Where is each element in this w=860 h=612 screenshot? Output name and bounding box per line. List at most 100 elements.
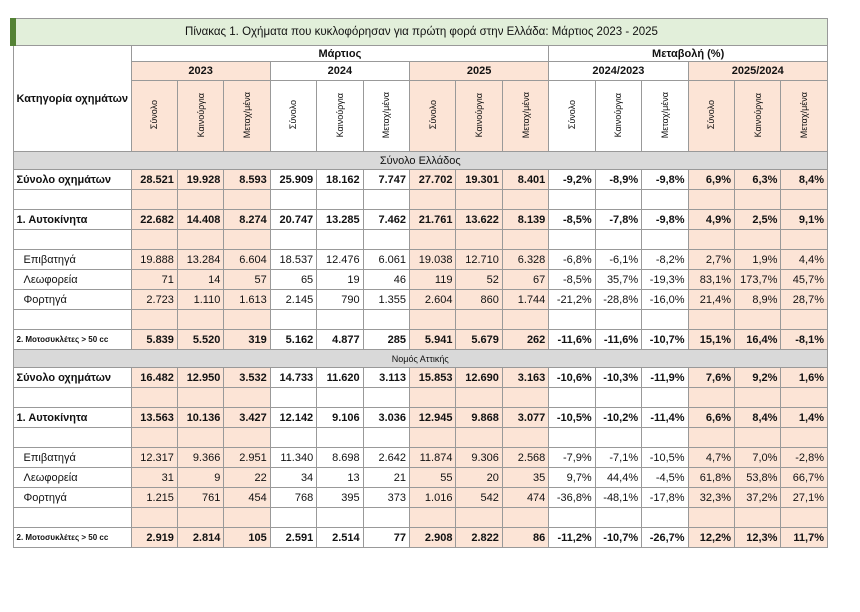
- cell: 65: [269, 269, 318, 290]
- category-header: Κατηγορία οχημάτων: [12, 45, 132, 152]
- data-row: Επιβατηγά 19.888 13.284 6.604 18.537 12.476 6.…: [12, 249, 828, 270]
- blank-cell: [176, 507, 225, 528]
- blank-row: [12, 427, 828, 448]
- cell: 761: [176, 487, 225, 508]
- cell: 67: [501, 269, 550, 290]
- cell: 12.317: [130, 447, 178, 468]
- data-row: Σύνολο οχημάτων 16.482 12.950 3.532 14.733 11…: [12, 367, 828, 388]
- cell: 3.532: [223, 367, 271, 388]
- blank-cell: [362, 309, 411, 330]
- cell: 1.110: [176, 289, 225, 310]
- row-label: Σύνολο οχημάτων: [12, 169, 132, 190]
- column-label: Μεταχ/μένα: [381, 91, 392, 139]
- cell: 25.909: [269, 169, 318, 190]
- cell: 3.163: [501, 367, 550, 388]
- blank-cell: [687, 309, 735, 330]
- blank-cell: [501, 309, 550, 330]
- cell: 2.723: [130, 289, 178, 310]
- group-header: Μεταβολή (%): [548, 45, 828, 62]
- year-header: 2024/2023: [548, 61, 689, 81]
- column-header: Σύνολο: [130, 80, 178, 152]
- row-label: Φορτηγά: [12, 289, 132, 310]
- blank-cell: [316, 309, 364, 330]
- blank-cell: [316, 387, 364, 408]
- data-row: Επιβατηγά 12.317 9.366 2.951 11.340 8.698 2.64…: [12, 447, 828, 468]
- data-row: Φορτηγά 2.723 1.110 1.613 2.145 790 1.355 2.604…: [12, 289, 828, 310]
- cell: -8,1%: [780, 329, 828, 350]
- blank-cell: [409, 427, 457, 448]
- cell: 6,6%: [687, 407, 735, 428]
- header-row: Κατηγορία οχημάτων Μάρτιος Μεταβολή (%): [12, 45, 828, 152]
- blank-cell: [733, 507, 782, 528]
- cell: 46: [362, 269, 411, 290]
- cell: 19.928: [176, 169, 225, 190]
- column-label: Μεταχ/μένα: [659, 91, 670, 139]
- cell: 45,7%: [780, 269, 828, 290]
- blank-cell: [130, 189, 178, 210]
- blank-cell: [641, 229, 689, 250]
- cell: 13.284: [176, 249, 225, 270]
- blank-row: [12, 229, 828, 250]
- cell: 2,7%: [687, 249, 735, 270]
- cell: 4,7%: [687, 447, 735, 468]
- cell: 319: [223, 329, 271, 350]
- cell: 20.747: [269, 209, 318, 230]
- blank-cell: [130, 229, 178, 250]
- blank-cell: [641, 189, 689, 210]
- blank-cell: [548, 189, 596, 210]
- cell: 9,1%: [780, 209, 828, 230]
- cell: 57: [223, 269, 271, 290]
- cell: 1.355: [362, 289, 411, 310]
- title-row: Πίνακας 1. Οχήματα που κυκλοφόρησαν για …: [10, 18, 828, 46]
- cell: 55: [409, 467, 457, 488]
- blank-cell: [223, 229, 271, 250]
- column-label: Σύνολο: [427, 100, 438, 130]
- column-label: Καινούργια: [474, 92, 485, 138]
- blank-cell: [362, 189, 411, 210]
- cell: -10,7%: [641, 329, 689, 350]
- blank-cell: [223, 507, 271, 528]
- cell: 16.482: [130, 367, 178, 388]
- cell: 2.908: [409, 527, 457, 548]
- cell: 2.604: [409, 289, 457, 310]
- cell: 15,1%: [687, 329, 735, 350]
- column-header: Μεταχ/μένα: [780, 80, 828, 152]
- data-table: Πίνακας 1. Οχήματα που κυκλοφόρησαν για …: [10, 18, 829, 548]
- cell: 6.328: [501, 249, 550, 270]
- column-header: Καινούργια: [455, 80, 503, 152]
- cell: -10,3%: [594, 367, 643, 388]
- row-label: 1. Αυτοκίνητα: [12, 209, 132, 230]
- blank-cell: [641, 387, 689, 408]
- cell: -36,8%: [548, 487, 596, 508]
- cell: 8.698: [316, 447, 364, 468]
- data-row: 1. Αυτοκίνητα 13.563 10.136 3.427 12.142 9.10…: [12, 407, 828, 428]
- blank-cell: [362, 427, 411, 448]
- blank-cell: [176, 229, 225, 250]
- data-row: 2. Μοτοσυκλέτες > 50 cc 5.839 5.520 319 5.16…: [12, 329, 828, 350]
- blank-cell: [269, 309, 318, 330]
- cell: -8,9%: [594, 169, 643, 190]
- blank-cell: [130, 507, 178, 528]
- cell: 15.853: [409, 367, 457, 388]
- section-row: Σύνολο Ελλάδος: [12, 151, 828, 170]
- blank-cell: [501, 427, 550, 448]
- section-row: Νομός Αττικής: [12, 349, 828, 368]
- cell: 21.761: [409, 209, 457, 230]
- row-label: Λεωφορεία: [12, 269, 132, 290]
- cell: 9.106: [316, 407, 364, 428]
- cell: 860: [455, 289, 503, 310]
- data-row: 2. Μοτοσυκλέτες > 50 cc 2.919 2.814 105 2.59…: [12, 527, 828, 548]
- cell: 4.877: [316, 329, 364, 350]
- cell: 14.408: [176, 209, 225, 230]
- column-label: Μεταχ/μένα: [520, 91, 531, 139]
- cell: 1.215: [130, 487, 178, 508]
- row-label: Επιβατηγά: [12, 447, 132, 468]
- column-label: Σύνολο: [706, 100, 717, 130]
- column-row: Σύνολο Καινούργια Μεταχ/μένα Σύνολο Καινούργ…: [13, 80, 828, 152]
- cell: 1.744: [501, 289, 550, 310]
- column-header: Μεταχ/μένα: [501, 80, 550, 152]
- column-label: Σύνολο: [288, 100, 299, 130]
- year-header: 2025/2024: [687, 61, 829, 81]
- blank-cell: [501, 189, 550, 210]
